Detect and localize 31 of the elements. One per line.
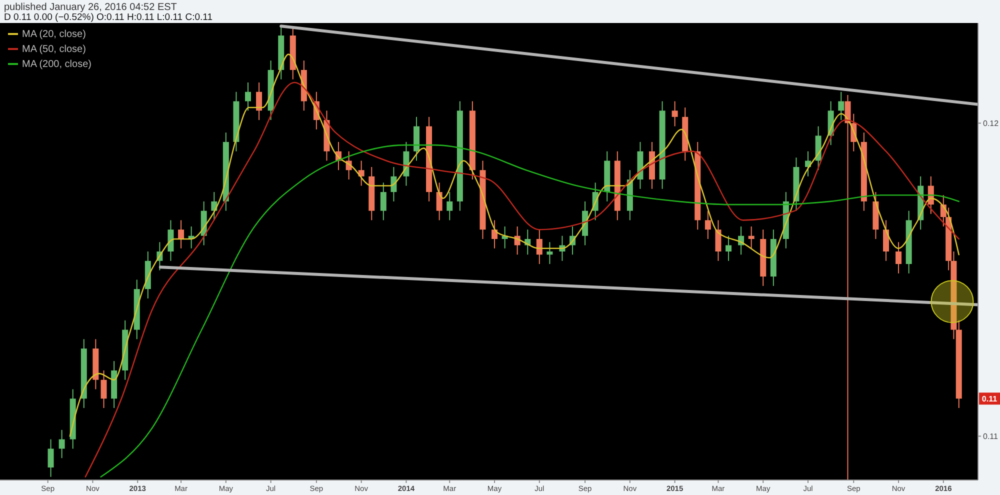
candlestick (492, 220, 498, 249)
candlestick (896, 242, 902, 274)
candlestick (256, 82, 262, 121)
candlestick (715, 220, 722, 262)
legend-label: MA (50, close) (22, 44, 86, 55)
candlestick (446, 192, 453, 221)
candlestick (380, 182, 386, 221)
legend-label: MA (20, close) (22, 29, 86, 40)
candlestick (178, 220, 184, 249)
candlestick (748, 226, 754, 249)
candlestick (726, 235, 732, 262)
legend-label: MA (200, close) (22, 59, 92, 70)
chart-subtitle: D 0.11 0.00 (−0.52%) O:0.11 H:0.11 L:0.11 C:0.11 (4, 12, 213, 23)
candlestick (168, 220, 174, 262)
line-series (84, 82, 960, 478)
candlestick (358, 160, 364, 186)
candlestick (48, 438, 54, 478)
candlestick (244, 82, 251, 112)
candlestick (100, 370, 107, 409)
candlestick (436, 182, 442, 221)
chart-title: published January 26, 2016 04:52 EST (4, 2, 177, 13)
candlestick (838, 91, 844, 121)
candlestick (805, 150, 812, 177)
line-series (100, 144, 960, 478)
candlestick (883, 220, 890, 262)
candlestick (672, 100, 678, 127)
candlestick (58, 429, 65, 459)
candlestick (536, 229, 542, 265)
y-tick-label: 0.12 (983, 118, 1000, 128)
candlestick (546, 242, 553, 265)
candlestick (704, 210, 711, 240)
